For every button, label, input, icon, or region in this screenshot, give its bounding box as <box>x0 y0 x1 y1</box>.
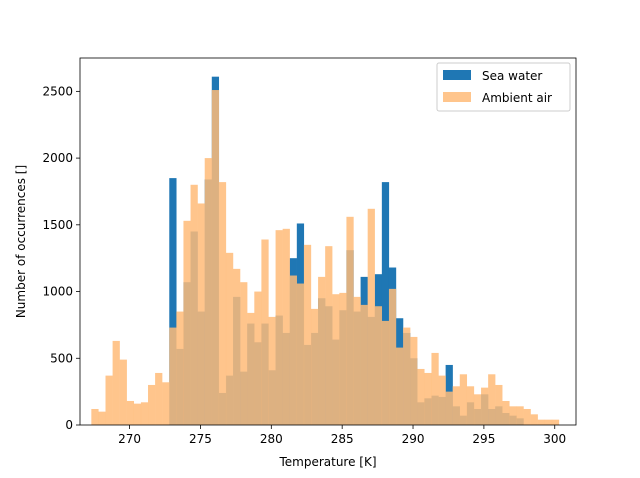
ambient-air-bar <box>537 419 545 425</box>
ambient-air-bar <box>240 282 248 425</box>
legend-swatch-sea-water <box>443 70 471 80</box>
x-tick-label: 280 <box>260 432 283 446</box>
ambient-air-bar <box>211 90 220 425</box>
y-tick-label: 500 <box>50 351 73 365</box>
legend-label-sea-water: Sea water <box>482 69 542 83</box>
ambient-air-bar <box>374 306 383 425</box>
y-tick-label: 0 <box>65 418 73 432</box>
x-tick-label: 285 <box>331 432 354 446</box>
ambient-air-bar <box>388 288 397 425</box>
ambient-air-bar <box>481 387 489 425</box>
ambient-air-bar <box>346 216 354 425</box>
ambient-air-bar <box>452 386 460 425</box>
ambient-air-bar <box>254 291 262 425</box>
ambient-air-bar <box>466 386 475 425</box>
y-axis-ticks: 0 500 1000 1500 2000 2500 <box>42 84 80 432</box>
ambient-air-bar <box>98 411 106 425</box>
plot-frame <box>79 57 577 426</box>
ambient-air-bar <box>410 336 418 425</box>
y-tick-label: 1500 <box>42 218 73 232</box>
ambient-air-bar <box>445 391 453 425</box>
ambient-air-bar <box>261 239 269 425</box>
ambient-air-bar <box>396 347 404 425</box>
ambient-air-bars <box>91 90 560 425</box>
ambient-air-bar <box>523 408 531 425</box>
ambient-air-bar <box>91 408 99 425</box>
ambient-air-bar <box>296 283 305 425</box>
legend-swatch-ambient-air <box>443 92 471 102</box>
ambient-air-bar <box>459 374 468 425</box>
ambient-air-bar <box>310 308 319 425</box>
ambient-air-bar <box>190 184 198 425</box>
ambient-air-bar <box>126 400 135 425</box>
ambient-air-bar <box>183 220 191 425</box>
ambient-air-bar <box>473 394 482 425</box>
ambient-air-bar <box>318 276 326 425</box>
x-tick-label: 295 <box>472 432 495 446</box>
legend: Sea water Ambient air <box>436 62 571 112</box>
ambient-air-bar <box>339 292 347 425</box>
ambient-air-bar <box>140 402 149 425</box>
ambient-air-bar <box>247 312 255 425</box>
ambient-air-bar <box>155 372 163 425</box>
sea-water-bar <box>169 178 177 425</box>
x-tick-label: 270 <box>118 432 141 446</box>
ambient-air-bar <box>332 294 340 425</box>
ambient-air-bar <box>495 384 503 425</box>
x-tick-label: 290 <box>402 432 425 446</box>
y-tick-label: 2000 <box>42 151 73 165</box>
ambient-air-bar <box>403 327 411 425</box>
ambient-air-bar <box>353 296 361 425</box>
ambient-air-bar <box>544 419 553 425</box>
sea-water-bar <box>381 182 390 425</box>
x-tick-label: 275 <box>189 432 212 446</box>
ambient-air-bar <box>162 382 170 425</box>
ambient-air-bar <box>530 414 538 425</box>
ambient-air-bar <box>112 340 120 425</box>
ambient-air-bar <box>367 208 375 425</box>
ambient-air-bar <box>176 311 184 425</box>
ambient-air-bar <box>438 375 446 425</box>
x-axis-ticks: 270 275 280 285 290 295 300 <box>118 425 566 446</box>
ambient-air-bar <box>325 246 333 425</box>
ambient-air-bar <box>488 374 496 425</box>
ambient-air-bar <box>275 230 283 425</box>
y-tick-label: 2500 <box>42 84 73 98</box>
x-axis-label: Temperature [K] <box>278 455 376 469</box>
ambient-air-bar <box>225 252 234 425</box>
ambient-air-bar <box>105 375 113 425</box>
ambient-air-bar <box>360 304 368 425</box>
ambient-air-bar <box>509 406 517 425</box>
x-tick-label: 300 <box>543 432 566 446</box>
ambient-air-bar <box>268 316 276 425</box>
ambient-air-bar <box>204 158 212 425</box>
legend-label-ambient-air: Ambient air <box>482 91 552 105</box>
y-axis-label: Number of occurrences [] <box>14 165 28 318</box>
ambient-air-bar <box>218 182 227 425</box>
ambient-air-bar <box>417 368 425 425</box>
ambient-air-bar <box>148 384 156 425</box>
ambient-air-bar <box>303 244 312 425</box>
ambient-air-bar <box>133 403 142 425</box>
ambient-air-bar <box>502 400 510 425</box>
y-tick-label: 1000 <box>42 285 73 299</box>
ambient-air-bar <box>551 419 560 425</box>
ambient-air-bar <box>119 359 127 425</box>
ambient-air-bar <box>282 228 290 425</box>
ambient-air-bar <box>169 327 177 425</box>
ambient-air-bar <box>381 320 390 425</box>
ambient-air-bar <box>424 372 432 425</box>
ambient-air-bar <box>431 352 439 425</box>
ambient-air-bar <box>233 268 241 425</box>
ambient-air-bar <box>516 406 524 425</box>
ambient-air-bar <box>197 203 205 425</box>
ambient-air-bar <box>289 275 297 425</box>
